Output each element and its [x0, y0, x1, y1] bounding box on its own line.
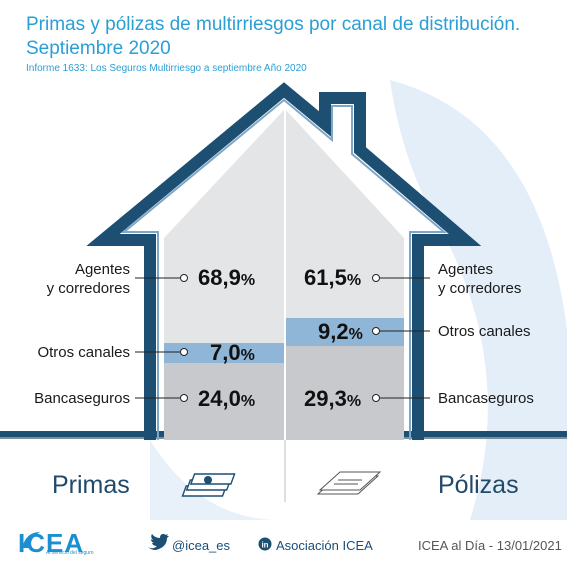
marker-polizas-otros — [372, 327, 380, 335]
label-polizas-otros: Otros canales — [438, 323, 531, 340]
marker-primas-agentes — [180, 274, 188, 282]
background-arc-2 — [150, 440, 280, 520]
value-number: 61,5 — [304, 265, 347, 290]
value-number: 7,0 — [210, 340, 241, 365]
label-polizas-agentes: Agentes y corredores — [438, 260, 558, 298]
footer-date: ICEA al Día - 13/01/2021 — [418, 538, 562, 553]
section-polizas: Pólizas — [438, 471, 519, 499]
label-line: Agentes — [74, 261, 130, 278]
marker-primas-otros — [180, 348, 188, 356]
house-outline — [86, 82, 482, 440]
money-stack-icon — [181, 473, 236, 497]
polizas-banca-area — [286, 346, 404, 440]
value-percent: % — [240, 272, 256, 289]
linkedin-link[interactable]: Asociación ICEA — [276, 538, 373, 553]
value-primas-banca: 24,0% — [198, 386, 255, 412]
twitter-icon — [148, 534, 169, 550]
icea-logo-swirl — [22, 532, 40, 548]
background-arc — [390, 80, 567, 520]
leader-lines — [135, 274, 430, 402]
marker-primas-banca — [180, 394, 188, 402]
label-primas-agentes: Agentes y corredores — [40, 260, 130, 298]
value-polizas-otros: 9,2% — [318, 319, 363, 345]
value-number: 24,0 — [198, 386, 241, 411]
value-percent: % — [348, 326, 363, 343]
value-number: 68,9 — [198, 265, 241, 290]
primas-fill — [164, 110, 284, 440]
value-percent: % — [346, 272, 362, 289]
svg-text:in: in — [261, 541, 268, 550]
label-line: Agentes — [438, 261, 494, 278]
value-primas-otros: 7,0% — [210, 340, 255, 366]
section-primas: Primas — [52, 471, 130, 499]
primas-otros-band — [164, 343, 284, 363]
value-number: 9,2 — [318, 319, 349, 344]
linkedin-icon: in — [258, 537, 272, 551]
marker-polizas-agentes — [372, 274, 380, 282]
label-primas-banca: Bancaseguros — [34, 390, 130, 407]
value-polizas-agentes: 61,5% — [304, 265, 361, 291]
value-percent: % — [240, 393, 256, 410]
value-percent: % — [346, 393, 362, 410]
label-line: y corredores — [438, 280, 522, 297]
value-polizas-banca: 29,3% — [304, 386, 361, 412]
label-line: y corredores — [46, 280, 130, 297]
value-number: 29,3 — [304, 386, 347, 411]
icea-logo-tagline: Al servicio del seguro — [46, 550, 94, 556]
house-outline-inner — [121, 98, 447, 440]
chart-title: Primas y pólizas de multirriesgos por ca… — [26, 14, 521, 59]
chart-subtitle: Informe 1633: Los Seguros Multirriesgo a… — [26, 63, 307, 74]
polizas-otros-band — [286, 318, 404, 346]
document-stack-icon — [316, 471, 382, 495]
value-percent: % — [240, 347, 255, 364]
marker-polizas-banca — [372, 394, 380, 402]
value-primas-agentes: 68,9% — [198, 265, 255, 291]
polizas-fill — [286, 110, 404, 440]
label-primas-otros: Otros canales — [37, 344, 130, 361]
label-polizas-banca: Bancaseguros — [438, 390, 534, 407]
twitter-link[interactable]: @icea_es — [172, 538, 231, 553]
icea-logo: ICEA — [18, 528, 85, 558]
